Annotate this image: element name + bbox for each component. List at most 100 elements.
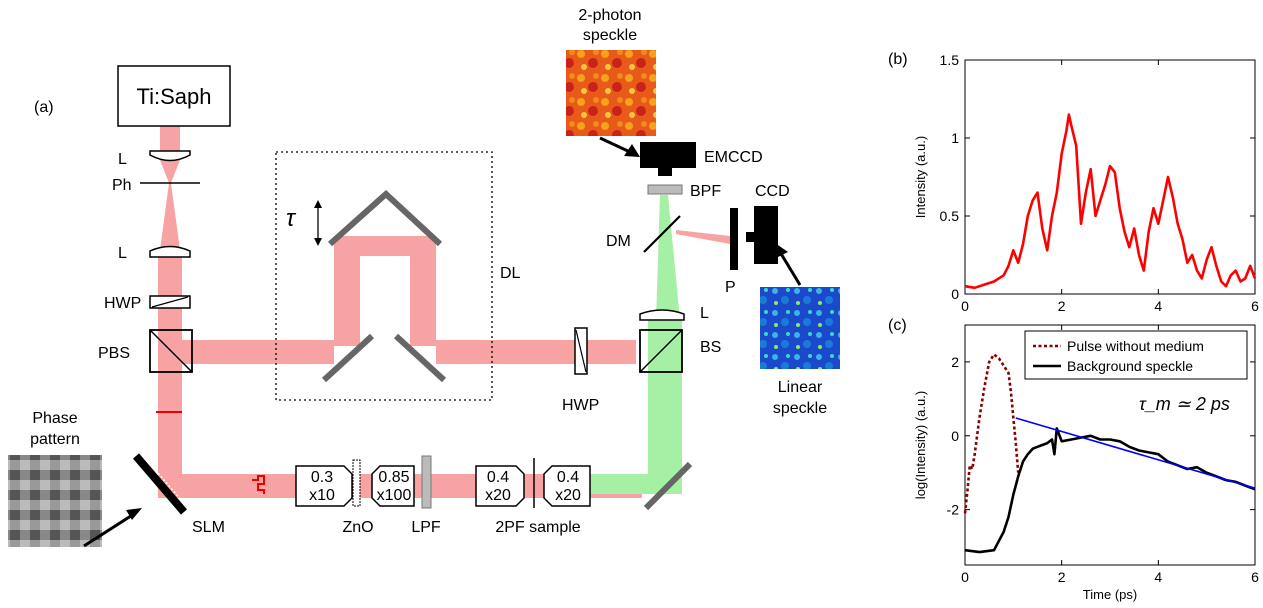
lens-2-label: L — [118, 245, 127, 262]
delay-mirror-1 — [321, 333, 375, 383]
linear-speckle-image — [760, 287, 840, 369]
delay-line-label: DL — [500, 265, 521, 282]
corner-mirror — [643, 461, 693, 511]
objective-2-na: 0.85 — [378, 469, 409, 486]
2pf-sample-label: 2PF sample — [495, 519, 580, 536]
ccd-label: CCD — [755, 183, 790, 200]
y-tick-label: 1 — [951, 130, 959, 146]
y-axis-label: log(Intensity) (a.u.) — [913, 391, 928, 499]
phase-pattern-image — [8, 455, 102, 547]
x-tick-label: 0 — [961, 298, 969, 314]
phase-arrow — [83, 512, 135, 548]
x-axis-label: Time (ps) — [1083, 587, 1137, 602]
series-line-fit-0 — [964, 113, 1257, 290]
linear-label-1: Linear — [778, 379, 823, 396]
slm — [132, 453, 188, 515]
pbs-label: PBS — [98, 345, 130, 362]
linear-arrow — [778, 251, 802, 286]
chart-b: 0 2 4 6 0 0.5 1 1.5 Intensity (a.u.) — [913, 52, 1259, 314]
y-axis-label: Intensity (a.u.) — [913, 136, 928, 218]
panel-c: (c) 0 2 4 6 -2 0 2 log(Intensity) (a.u.) Time (p… — [888, 317, 1259, 602]
bandpass-filter — [647, 184, 683, 195]
dichroic-mirror — [643, 215, 681, 253]
x-tick-label: 6 — [1251, 298, 1259, 314]
objective-3-na: 0.4 — [487, 469, 509, 486]
plot-frame-0 — [964, 59, 1256, 295]
objective-2-mag: x100 — [377, 487, 412, 504]
x-tick-label: 0 — [961, 569, 969, 585]
hwp-2-label: HWP — [562, 397, 599, 414]
objective-1-mag: x10 — [309, 487, 335, 504]
x-tick-label: 6 — [1251, 569, 1259, 585]
emccd-camera — [640, 142, 696, 176]
x-tick-label: 2 — [1058, 298, 1066, 314]
legend-entry: Pulse without medium — [1067, 338, 1204, 354]
polarizer-label: P — [725, 279, 736, 296]
ti-saph-laser — [117, 65, 231, 127]
zno-sample — [352, 459, 361, 507]
delay-line-box — [275, 151, 493, 401]
lens-1-label: L — [118, 151, 127, 168]
roof-mirror — [328, 189, 443, 247]
ccd-camera — [746, 206, 778, 264]
objective-2 — [371, 465, 415, 507]
beam-splitter-label: BS — [700, 339, 721, 356]
y-tick-label: 0 — [951, 428, 959, 444]
panel-label-b: (b) — [888, 51, 908, 68]
objective-1 — [295, 465, 353, 507]
objective-4-mag: x20 — [555, 487, 581, 504]
objective-4 — [543, 465, 591, 507]
delay-mirror-2 — [393, 333, 447, 383]
pbs — [149, 329, 193, 373]
legend-box — [1024, 330, 1248, 380]
zno-label: ZnO — [342, 519, 373, 536]
lens-3 — [639, 309, 685, 321]
lens-2 — [149, 245, 191, 258]
panel-label-a: (a) — [34, 99, 54, 116]
x-tick-label: 2 — [1058, 569, 1066, 585]
beam-splitter — [639, 329, 683, 373]
two-photon-label-1: 2-photon — [578, 7, 641, 24]
longpass-filter-label: LPF — [411, 519, 441, 536]
objective-3-mag: x20 — [485, 487, 511, 504]
linear-label-2: speckle — [773, 400, 827, 417]
lens-1 — [149, 150, 191, 162]
annotation: τ_m ≃ 2 ps — [1139, 394, 1230, 414]
legend-entry: Background speckle — [1067, 358, 1193, 374]
setup-diagram: (a) Ti:Saph L Ph L — [8, 7, 840, 548]
y-tick-label: 2 — [951, 354, 959, 370]
slm-label: SLM — [192, 519, 225, 536]
bandpass-filter-label: BPF — [690, 183, 721, 200]
panel-b: (b) 0 2 4 6 0 0.5 1 1.5 Intensity (a.u.) — [888, 51, 1259, 314]
objective-4-na: 0.4 — [557, 469, 579, 486]
series-line-fit-2 — [1015, 417, 1256, 489]
two-photon-arrow — [599, 136, 631, 154]
lens-3-label: L — [700, 305, 709, 322]
two-photon-label-2: speckle — [583, 27, 637, 44]
objective-1-na: 0.3 — [311, 469, 333, 486]
ti-saph-label: Ti:Saph — [136, 84, 211, 109]
x-tick-label: 4 — [1154, 569, 1162, 585]
emccd-label: EMCCD — [704, 149, 763, 166]
phase-label-1: Phase — [32, 410, 77, 427]
dichroic-mirror-label: DM — [606, 233, 631, 250]
plot-frame-1 — [964, 324, 1256, 566]
polarizer — [730, 208, 738, 270]
panel-label-c: (c) — [888, 317, 907, 334]
pinhole-label: Ph — [112, 177, 132, 194]
objective-3 — [475, 465, 525, 507]
hwp-1-label: HWP — [104, 295, 141, 312]
series-line-background-speckle — [964, 427, 1256, 554]
two-photon-speckle-image — [566, 50, 656, 136]
phase-label-2: pattern — [30, 431, 80, 448]
x-tick-label: 4 — [1154, 298, 1162, 314]
y-tick-label: 1.5 — [940, 52, 960, 68]
longpass-filter — [421, 455, 432, 509]
y-tick-label: 0 — [951, 286, 959, 302]
pulse-symbol — [252, 475, 265, 494]
series-line-pulse-without-medium — [963, 353, 1020, 514]
y-tick-label: -2 — [947, 502, 960, 518]
chart-c: 0 2 4 6 -2 0 2 log(Intensity) (a.u.) Time (ps) Pu… — [913, 324, 1259, 602]
green-beam — [590, 195, 682, 494]
